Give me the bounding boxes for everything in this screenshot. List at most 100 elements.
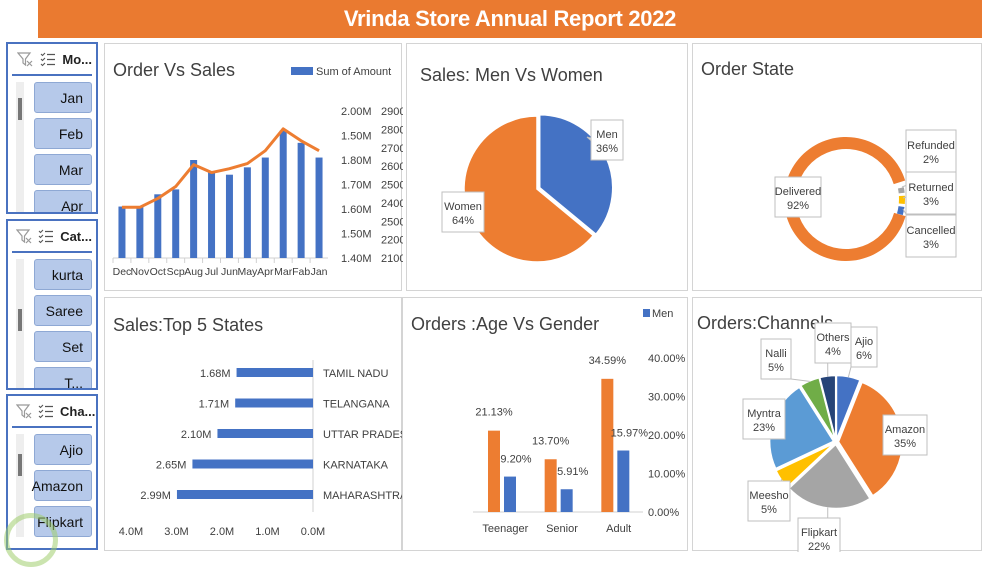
legend-swatch-men (643, 309, 650, 317)
data-label-others-value: 4% (825, 346, 841, 358)
top-5-states-chart: 1.68M TAMIL NADU 1.71M TELANGANA 2.10M UTTAR … (119, 360, 403, 538)
x-tick-label: Apr (257, 266, 274, 278)
category-label: TELANGANA (323, 399, 390, 411)
slicer-label: Cat... (60, 228, 92, 244)
y-tick-primary: 2.00M (341, 106, 372, 118)
scrollbar-thumb[interactable] (18, 98, 22, 120)
data-label-returned-label: Returned (908, 182, 953, 194)
x-tick-label: Jan (311, 266, 328, 278)
bar-men (617, 450, 630, 512)
orders-channels-chart: Ajio 6% Amazon 35% Flipkart 22% Meesho 5% Myntra… (742, 322, 928, 552)
report-title: Vrinda Store Annual Report 2022 (343, 6, 677, 31)
multi-select-icon[interactable] (38, 227, 54, 245)
slicer-items: Jan Feb Mar Apr (8, 76, 96, 212)
x-tick-label: Scp (167, 266, 185, 278)
filter-clear-icon[interactable] (16, 227, 32, 245)
data-label-delivered-label: Delivered (775, 186, 821, 198)
y-tick-secondary: 2700 (381, 143, 403, 155)
data-label-flipkart-label: Flipkart (801, 527, 837, 539)
multi-select-icon[interactable] (39, 50, 56, 68)
slicer-item[interactable]: Amazon (32, 470, 92, 501)
chart-card-sales-men-women[interactable]: Sales: Men Vs Women Men 36% Women 64% (406, 43, 688, 291)
y-tick-primary: 1.80M (341, 155, 372, 167)
y-tick-secondary: 2400 (381, 198, 403, 210)
slicer-item[interactable]: Jan (34, 82, 92, 113)
data-label-ajio-label: Ajio (855, 336, 873, 348)
x-tick-label: Adult (606, 523, 631, 535)
slicer-header: Mo... (12, 44, 92, 76)
chart-title: Orders :Age Vs Gender (411, 314, 600, 334)
y-tick-primary: 1.50M (341, 131, 372, 143)
chart-card-order-vs-sales[interactable]: Order Vs Sales Sum of Amount 2.00M 1.50M 1.… (104, 43, 403, 291)
leader-line (847, 366, 852, 378)
data-label-nalli-box (760, 338, 792, 380)
data-label-cancelled-label: Cancelled (907, 225, 956, 237)
y-tick-label: 30.00% (648, 392, 686, 404)
data-label-men-box (590, 119, 624, 161)
data-label-amazon-box (882, 414, 928, 456)
filter-clear-icon[interactable] (16, 50, 33, 68)
slicer-item[interactable]: kurta (34, 259, 92, 290)
data-label-others-label: Others (816, 332, 850, 344)
chart-title: Order State (701, 59, 795, 79)
data-label-women-value: 64% (452, 215, 474, 227)
bar-women (488, 430, 500, 512)
slicer-scrollbar[interactable] (16, 82, 24, 212)
data-label-amazon-value: 35% (894, 438, 916, 450)
legend-label: Men (652, 308, 673, 320)
data-label-meesho-label: Meesho (749, 490, 788, 502)
bar-sales (208, 172, 216, 258)
bar-women (601, 378, 614, 512)
y-tick-primary: 1.40M (341, 253, 372, 265)
x-tick-label: Teenager (482, 523, 528, 535)
scrollbar-thumb[interactable] (18, 454, 22, 476)
y-tick-secondary: 2900 (381, 106, 403, 118)
bar-sales (297, 142, 305, 258)
bar-sales (315, 157, 323, 258)
data-label-men-value: 36% (596, 143, 618, 155)
chart-card-top-5-states[interactable]: Sales:Top 5 States 1.68M TAMIL NADU 1.71M T… (104, 297, 403, 551)
slicer-scrollbar[interactable] (16, 434, 24, 537)
bar-sales (118, 206, 126, 258)
slicer-item[interactable]: Saree (34, 295, 92, 326)
data-label-refunded-box (905, 129, 957, 173)
slicer-month[interactable]: Mo... Jan Feb Mar Apr (6, 42, 98, 214)
chart-title: Sales:Top 5 States (113, 315, 264, 335)
report-title-bar: Vrinda Store Annual Report 2022 (38, 0, 982, 38)
slicer-item[interactable]: T... (34, 367, 92, 388)
age-vs-gender-chart: Men 40.00% 30.00% 20.00% 10.00% 0.00% 21.13% 9.… (473, 308, 686, 535)
y-tick-label: 10.00% (648, 469, 686, 481)
data-label-others-box (814, 322, 852, 364)
slicer-item[interactable]: Ajio (34, 434, 92, 465)
data-label-returned-value: 3% (923, 196, 939, 208)
slicer-item[interactable]: Mar (34, 154, 92, 185)
data-label-men-label: Men (596, 129, 617, 141)
slicer-item[interactable]: Apr (34, 190, 92, 212)
y-tick-primary: 1.50M (341, 229, 372, 241)
doughnut-slice-returned (898, 195, 905, 205)
data-label-cancelled-value: 3% (923, 239, 939, 251)
y-tick-secondary: 2800 (381, 124, 403, 136)
data-label: 2.10M (181, 429, 212, 441)
bar-state (217, 429, 313, 438)
slicer-scrollbar[interactable] (16, 259, 24, 388)
chart-card-order-state[interactable]: Order State Refunded 2% Returned 3% Cancelle… (692, 43, 982, 291)
category-label: TAMIL NADU (323, 368, 388, 380)
data-label: 34.59% (589, 355, 627, 367)
x-tick-label: Mar (274, 266, 293, 278)
bar-sales (190, 160, 198, 258)
bar-sales (136, 206, 144, 258)
category-label: MAHARASHTRA (323, 490, 403, 502)
scrollbar-thumb[interactable] (18, 309, 22, 331)
x-tick-label: 0.0M (301, 526, 325, 538)
chart-card-orders-channels[interactable]: Orders:Channels Ajio 6% Amazon 35% Flipkart 2… (692, 297, 982, 552)
filter-clear-icon[interactable] (16, 402, 32, 420)
slicer-item[interactable]: Set (34, 331, 92, 362)
multi-select-icon[interactable] (38, 402, 54, 420)
chart-card-age-vs-gender[interactable]: Orders :Age Vs Gender Men 40.00% 30.00% 20.… (402, 297, 688, 551)
slicer-item[interactable]: Feb (34, 118, 92, 149)
slicer-category[interactable]: Cat... kurta Saree Set T... (6, 219, 98, 390)
data-label-myntra-value: 23% (753, 422, 775, 434)
y-tick-primary: 1.60M (341, 204, 372, 216)
data-label-women-box (441, 191, 485, 233)
